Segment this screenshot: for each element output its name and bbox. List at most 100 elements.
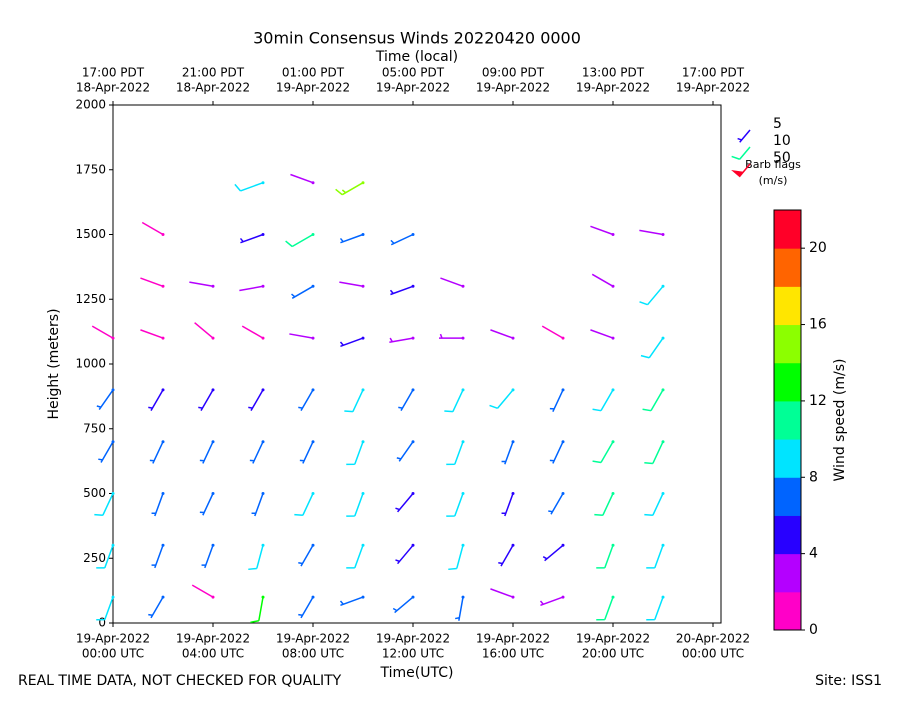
wind-barb bbox=[639, 285, 664, 306]
wind-barb bbox=[489, 389, 514, 409]
wind-barb bbox=[335, 182, 364, 196]
barb-base bbox=[211, 336, 215, 340]
barb-base bbox=[361, 595, 365, 599]
barb-base bbox=[311, 388, 315, 392]
x-tick-label: 00:00 UTC bbox=[682, 647, 744, 661]
wind-barb bbox=[498, 544, 514, 567]
y-tick-label: 0 bbox=[98, 616, 106, 630]
wind-barb bbox=[96, 596, 114, 621]
wind-barb bbox=[298, 389, 314, 412]
barb-base bbox=[161, 595, 165, 599]
x-tick-label: 19-Apr-2022 bbox=[176, 632, 250, 646]
barb-base bbox=[461, 336, 465, 340]
barb-base bbox=[411, 492, 415, 495]
barb-base bbox=[361, 440, 365, 444]
wind-barb bbox=[96, 545, 114, 569]
wind-barb bbox=[639, 229, 664, 236]
wind-barb bbox=[549, 389, 564, 412]
barb-base bbox=[361, 336, 365, 340]
barb-base bbox=[461, 284, 465, 288]
wind-barb bbox=[98, 441, 114, 463]
barb-base bbox=[211, 440, 215, 444]
wind-barb bbox=[248, 545, 264, 571]
barb-base bbox=[411, 388, 415, 392]
wind-barb bbox=[644, 441, 664, 465]
wind-barb bbox=[592, 389, 614, 412]
colorbar-tick-label: 4 bbox=[809, 546, 818, 562]
barb-base bbox=[211, 595, 215, 599]
barb-base bbox=[111, 336, 115, 340]
barb-base bbox=[661, 336, 665, 340]
colorbar-bin bbox=[774, 439, 801, 478]
x-tick-label: 00:00 UTC bbox=[82, 647, 144, 661]
x2-tick-label: 13:00 PDT bbox=[582, 66, 645, 80]
barb-base bbox=[411, 543, 415, 547]
wind-barb bbox=[140, 277, 164, 288]
y-tick-label: 1250 bbox=[75, 292, 106, 306]
barb-base bbox=[111, 388, 115, 392]
barb-base bbox=[161, 388, 165, 392]
wind-barb bbox=[291, 285, 314, 299]
wind-barb bbox=[339, 281, 364, 288]
barb-base bbox=[261, 440, 265, 444]
barb-base bbox=[161, 284, 165, 288]
y-tick-label: 1750 bbox=[75, 162, 106, 176]
barb-base bbox=[661, 440, 665, 444]
wind-barb bbox=[446, 493, 464, 517]
x2-tick-label: 18-Apr-2022 bbox=[76, 81, 150, 95]
wind-barb bbox=[151, 493, 164, 517]
x-tick-label: 19-Apr-2022 bbox=[576, 632, 650, 646]
colorbar-bin bbox=[774, 400, 801, 440]
wind-barb bbox=[390, 233, 414, 246]
x2-tick-label: 18-Apr-2022 bbox=[176, 81, 250, 95]
wind-barb bbox=[501, 441, 514, 465]
wind-barb bbox=[234, 181, 264, 192]
wind-barb bbox=[149, 441, 164, 464]
barb-base bbox=[661, 492, 665, 495]
wind-barb bbox=[642, 389, 664, 412]
barb-base bbox=[411, 440, 415, 444]
barb-base bbox=[211, 492, 215, 495]
wind-barb bbox=[298, 544, 314, 567]
y-tick-label: 250 bbox=[83, 551, 106, 565]
y-tick-label: 1000 bbox=[75, 357, 106, 371]
wind-barb bbox=[194, 322, 214, 339]
barb-base bbox=[161, 543, 165, 547]
barb-base bbox=[511, 388, 515, 392]
barb-base bbox=[311, 543, 315, 547]
barb-base bbox=[561, 492, 565, 495]
barb-base bbox=[111, 543, 115, 547]
wind-barb bbox=[239, 233, 264, 244]
footer-note: REAL TIME DATA, NOT CHECKED FOR QUALITY bbox=[18, 673, 342, 689]
chart-title: 30min Consensus Winds 20220420 0000 bbox=[253, 29, 581, 48]
barb-base bbox=[511, 543, 515, 547]
wind-barb bbox=[594, 493, 614, 516]
barb-base bbox=[561, 595, 565, 599]
barb-base bbox=[261, 284, 265, 288]
barb-base bbox=[611, 336, 615, 340]
wind-barb bbox=[251, 493, 264, 517]
barb-legend-title: Barb flags bbox=[745, 158, 801, 171]
x-tick-label: 19-Apr-2022 bbox=[376, 632, 450, 646]
barb-base bbox=[261, 543, 265, 547]
barb-base bbox=[461, 440, 465, 444]
legend-barb bbox=[731, 163, 751, 178]
colorbar-bin bbox=[774, 515, 801, 555]
barb-base bbox=[311, 284, 315, 288]
x2-tick-label: 05:00 PDT bbox=[382, 66, 445, 80]
barb-base bbox=[511, 440, 515, 444]
legend-label: 50 bbox=[773, 150, 791, 166]
barb-base bbox=[411, 336, 415, 340]
colorbar-bin bbox=[774, 591, 801, 631]
site-label: Site: ISS1 bbox=[815, 673, 882, 689]
barb-base bbox=[561, 543, 565, 547]
x2-tick-label: 19-Apr-2022 bbox=[676, 81, 750, 95]
wind-barb bbox=[395, 544, 414, 565]
barb-base bbox=[511, 492, 515, 495]
y-axis-title: Height (meters) bbox=[46, 308, 62, 419]
colorbar-bin bbox=[774, 286, 801, 326]
barb-base bbox=[111, 492, 115, 495]
wind-barb bbox=[501, 493, 514, 517]
x2-tick-label: 19-Apr-2022 bbox=[276, 81, 350, 95]
barb-base bbox=[661, 543, 665, 547]
